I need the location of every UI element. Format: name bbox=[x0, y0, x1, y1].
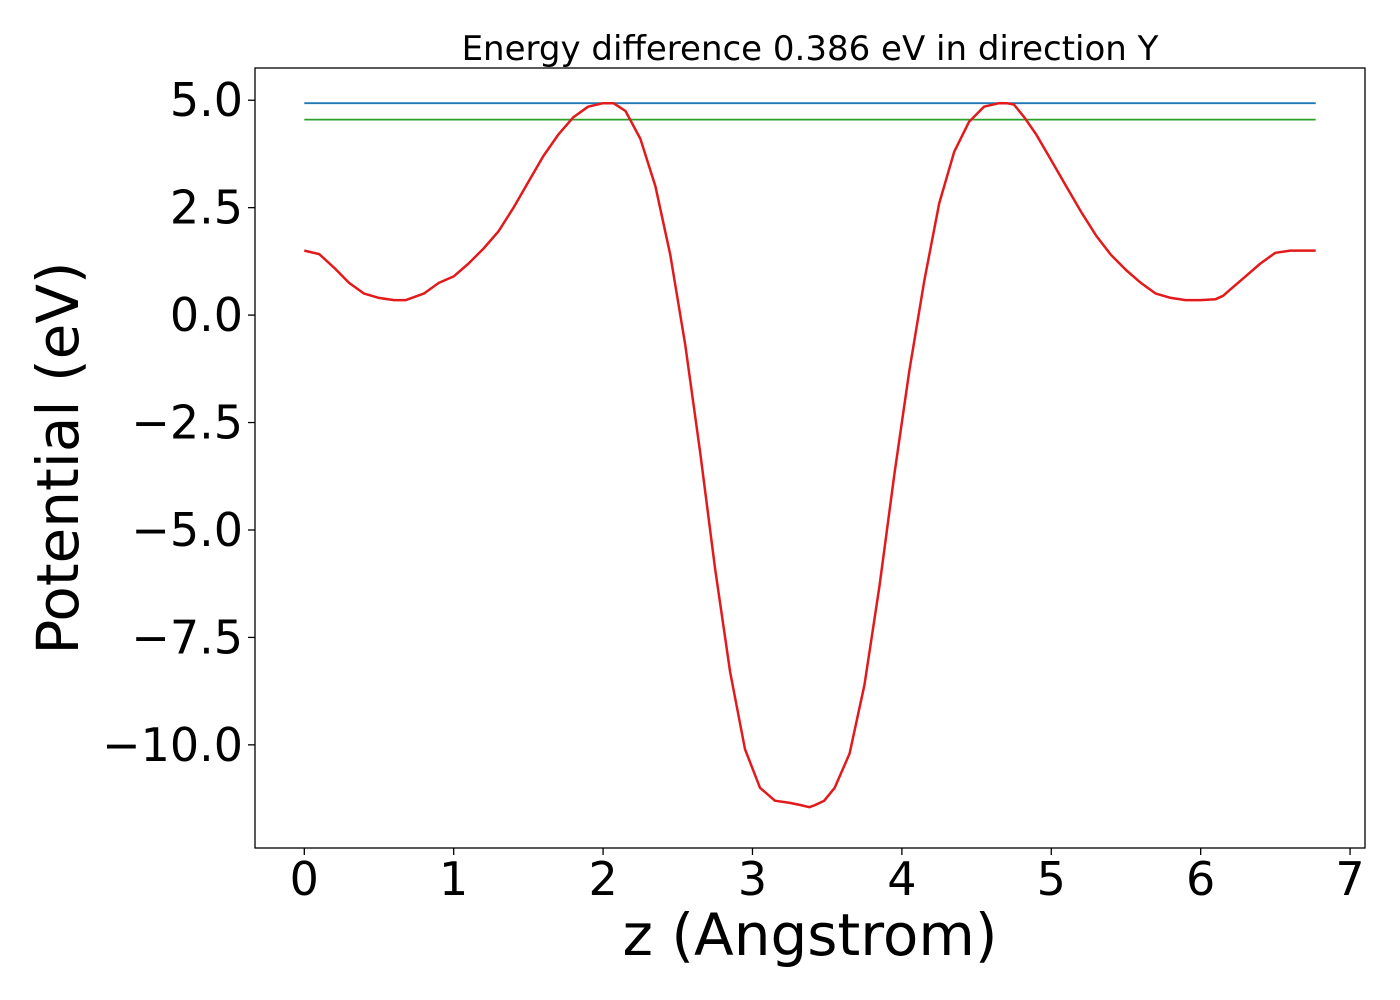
x-tick-label: 3 bbox=[738, 852, 767, 906]
series-layer bbox=[304, 101, 1316, 809]
x-axis-label: z (Angstrom) bbox=[623, 901, 998, 969]
x-tick-label: 6 bbox=[1186, 852, 1215, 906]
x-tick-label: 0 bbox=[290, 852, 319, 906]
y-tick-label: −2.5 bbox=[131, 396, 243, 450]
x-tick-label: 1 bbox=[439, 852, 468, 906]
y-axis-label: Potential (eV) bbox=[24, 261, 92, 654]
y-tick-label: −7.5 bbox=[131, 610, 243, 664]
plot-background bbox=[255, 68, 1365, 848]
y-tick-label: 0.0 bbox=[170, 288, 243, 342]
x-tick-label: 2 bbox=[588, 852, 617, 906]
y-tick-label: −10.0 bbox=[102, 718, 243, 772]
plot-frame bbox=[254, 67, 1366, 849]
x-tick-label: 4 bbox=[887, 852, 916, 906]
chart-title: Energy difference 0.386 eV in direction … bbox=[462, 29, 1159, 69]
y-axis: 5.0 2.5 0.0 −2.5 −5.0 −7.5 −10.0 bbox=[102, 73, 255, 772]
series-line-3 bbox=[304, 101, 1316, 809]
x-axis: 0 1 2 3 4 5 6 7 bbox=[290, 848, 1365, 906]
y-tick-label: 5.0 bbox=[170, 73, 243, 127]
y-tick-label: 2.5 bbox=[170, 181, 243, 235]
x-tick-label: 5 bbox=[1037, 852, 1066, 906]
y-tick-label: −5.0 bbox=[131, 503, 243, 557]
x-tick-label: 7 bbox=[1335, 852, 1364, 906]
